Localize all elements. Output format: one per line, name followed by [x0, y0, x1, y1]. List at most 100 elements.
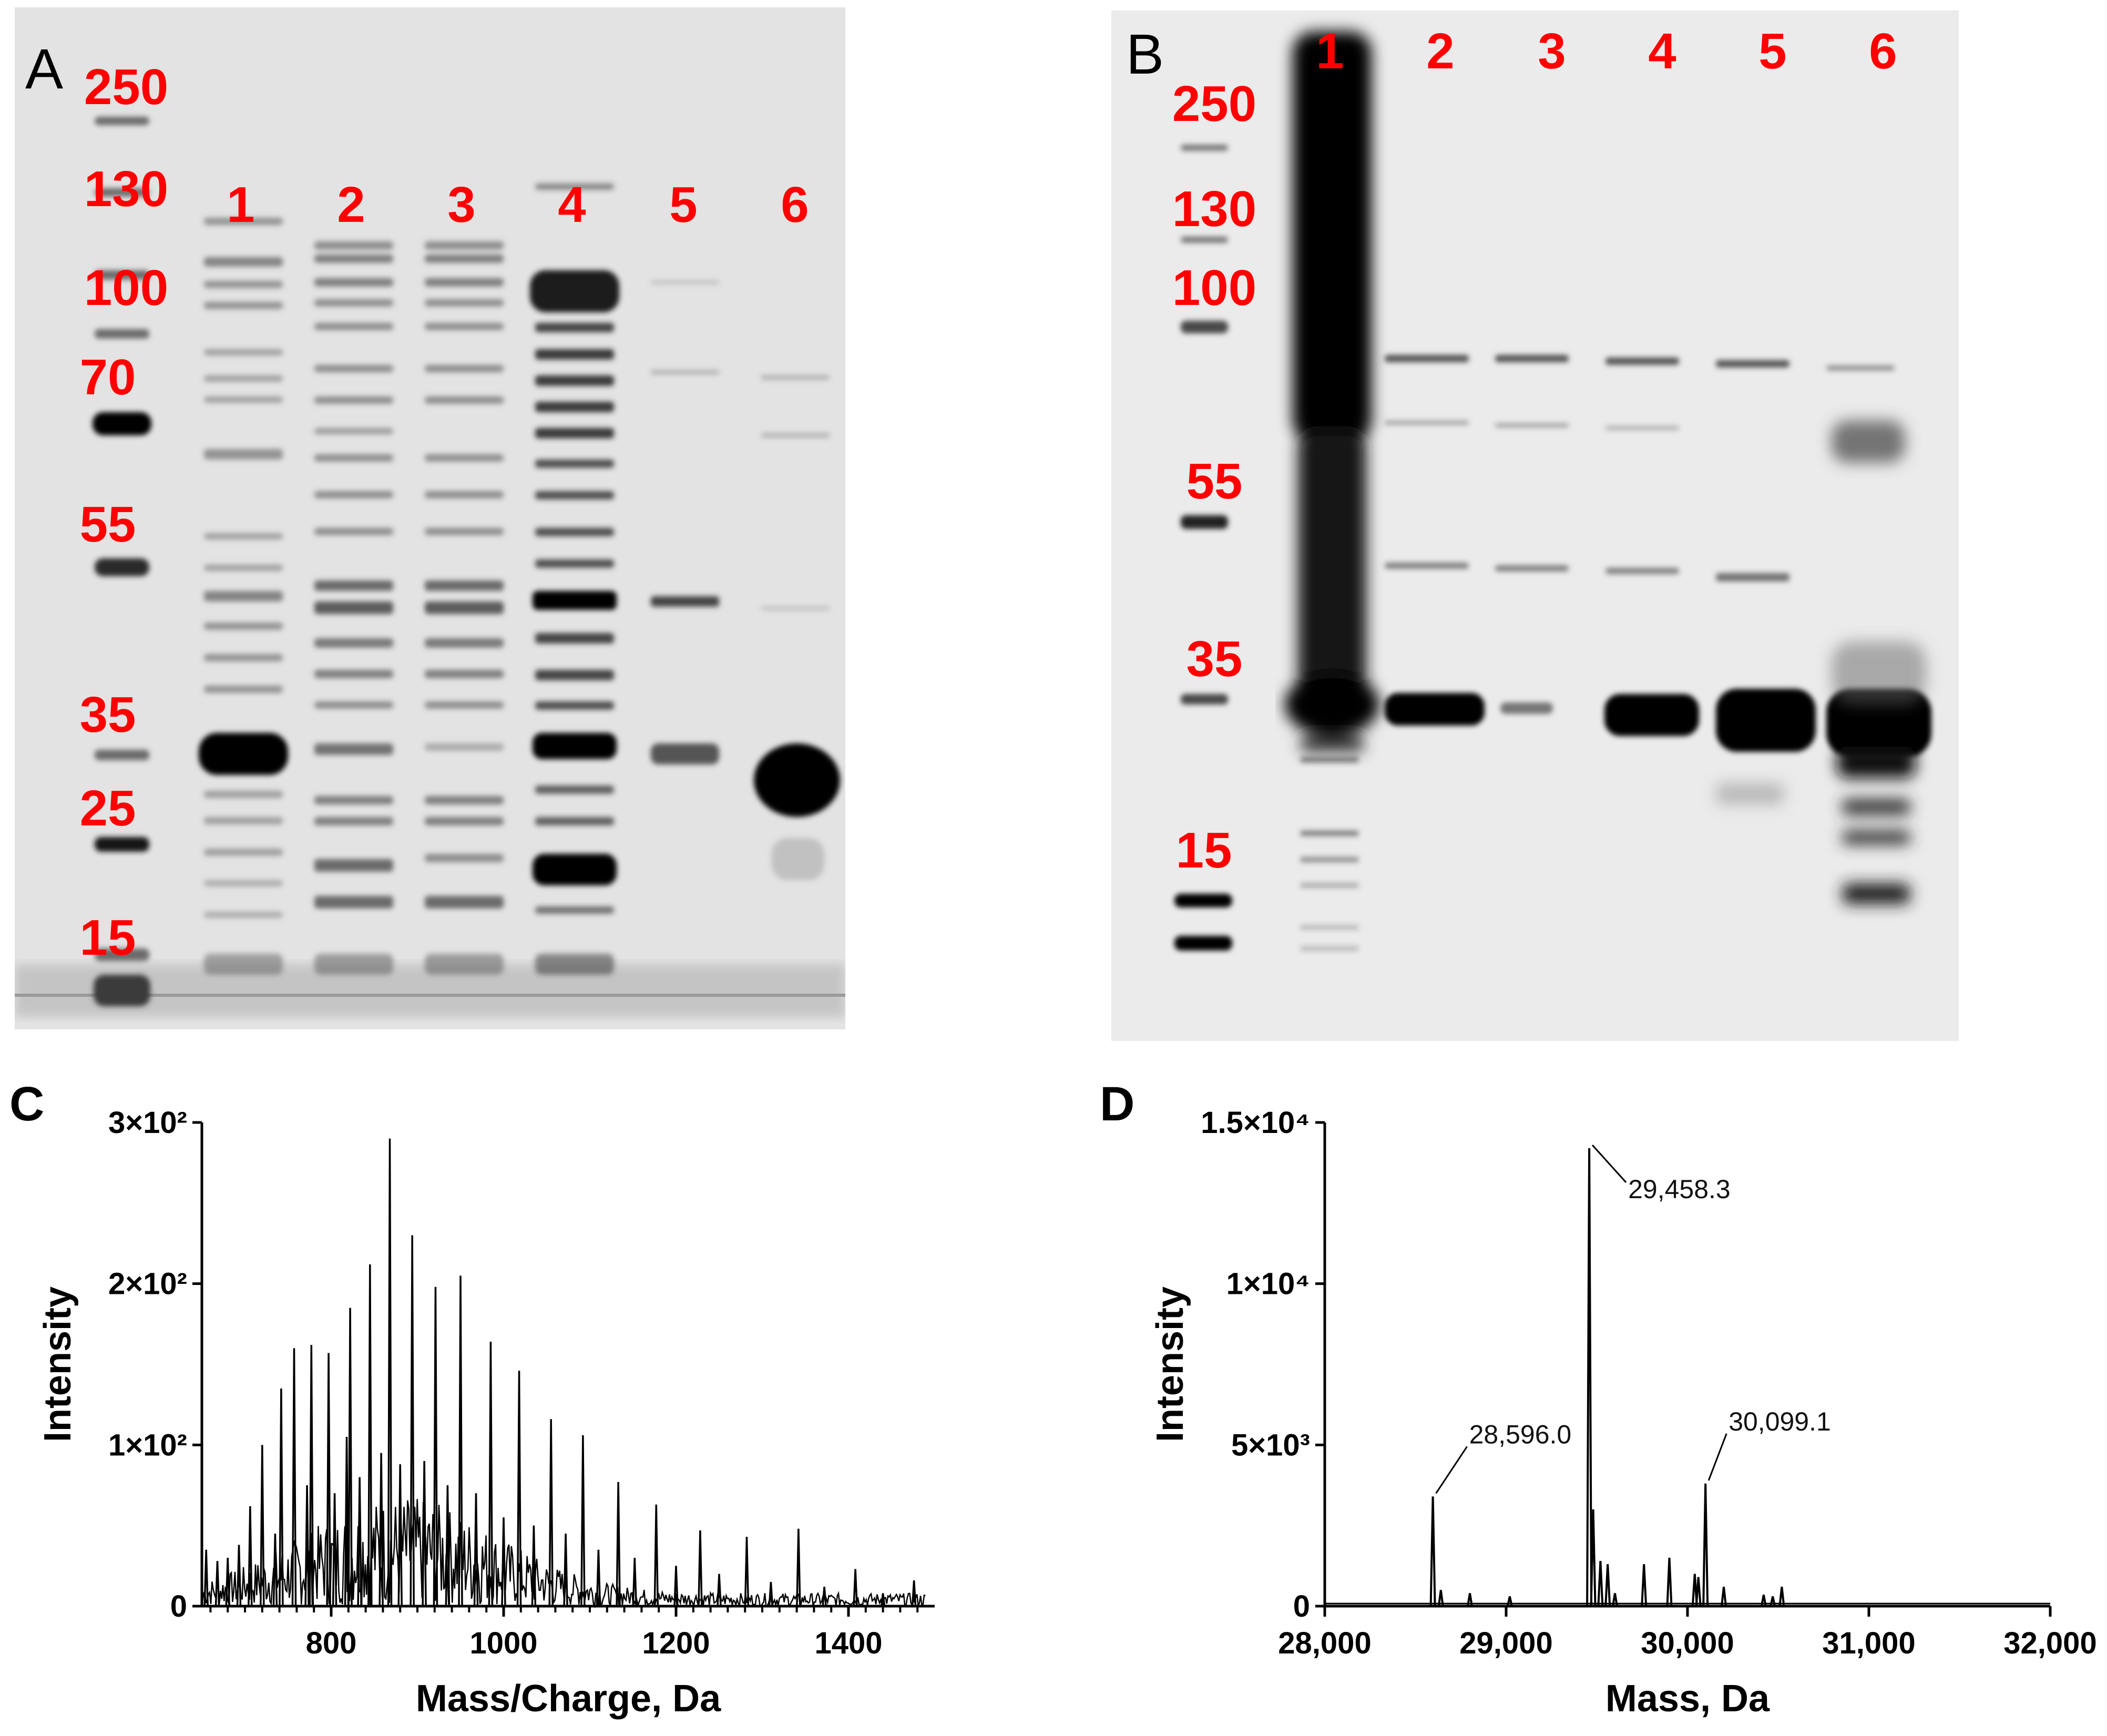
marker-b-100: 100: [1172, 260, 1257, 316]
spectrum-peak: [214, 1561, 220, 1607]
spectrum-peak: [698, 1530, 703, 1607]
x-tick-label: 800: [306, 1626, 357, 1660]
spectrum-peak: [1666, 1557, 1673, 1607]
spectrum-peak: [1641, 1564, 1648, 1607]
spectrum-peak: [1702, 1483, 1709, 1607]
spectrum-peak: [516, 1371, 522, 1607]
y-tick-label: 1.5×10⁴: [1201, 1106, 1310, 1140]
marker-a-250: 250: [84, 59, 169, 115]
spectrum-peak: [272, 1533, 278, 1607]
y-axis-label: Intensity: [1149, 1286, 1191, 1442]
spectrum-peak: [326, 1353, 331, 1607]
marker-a-25: 25: [79, 780, 136, 836]
spectrum-peak: [332, 1493, 337, 1607]
lane-a-2: 2: [337, 177, 365, 233]
spectrum-peak: [367, 1264, 373, 1607]
spectrum-peak: [1437, 1590, 1444, 1607]
chart-c-svg: 0 1×10² 2×10² 3×10² 800 1000 1200 1400 Mass/Char…: [37, 1106, 935, 1720]
spectrum-peak: [531, 1525, 537, 1607]
spectrum-peak: [768, 1581, 774, 1607]
peak-label: 28,596.0: [1469, 1420, 1572, 1449]
spectrum-peak: [203, 1549, 209, 1607]
spectrum-peak: [822, 1587, 827, 1607]
peak-leader-line: [1591, 1145, 1627, 1183]
y-tick-label: 5×10³: [1231, 1428, 1310, 1462]
spectrum-peak: [422, 1461, 427, 1607]
y-tick-label: 0: [170, 1589, 187, 1623]
spectrum-peak: [880, 1593, 886, 1607]
x-tick-label: 32,000: [2003, 1626, 2096, 1660]
x-axis-label: Mass, Da: [1605, 1678, 1770, 1720]
spectrum-peak: [279, 1388, 284, 1607]
spectrum-peak: [248, 1506, 253, 1607]
spectrum-peak: [1506, 1596, 1513, 1607]
spectrum-peak: [1612, 1593, 1618, 1607]
spectrum-peak: [596, 1549, 601, 1607]
panel-label-b: B: [1126, 22, 1164, 86]
spectrum-peak: [488, 1342, 494, 1607]
x-tick-label: 1000: [469, 1626, 537, 1660]
spectrum-peak: [291, 1348, 297, 1607]
spectrum-peak: [236, 1545, 242, 1607]
marker-a-35: 35: [79, 687, 136, 743]
chart-d-svg: 0 5×10³ 1×10⁴ 1.5×10⁴ 28,000 29,000 30,000 31,0…: [1149, 1106, 2097, 1720]
spectrum-peak: [1429, 1496, 1436, 1607]
spectrum-peak: [853, 1569, 858, 1607]
peak-label: 30,099.1: [1728, 1407, 1831, 1436]
spectrum-peak: [225, 1557, 230, 1607]
x-axis-label: Mass/Charge, Da: [416, 1678, 721, 1720]
marker-b-15: 15: [1175, 822, 1232, 879]
spectrum-peak: [1604, 1564, 1611, 1607]
panel-label-c: C: [9, 1077, 45, 1131]
mass-spectrum-c: 0 1×10² 2×10² 3×10² 800 1000 1200 1400 Mass/Char…: [0, 1094, 999, 1724]
y-tick-label: 0: [1293, 1589, 1310, 1623]
x-tick-label: 28,000: [1278, 1626, 1371, 1660]
x-tick-label: 1200: [642, 1626, 710, 1660]
spectrum-peak: [1778, 1586, 1785, 1607]
spectrum-peak: [357, 1477, 362, 1607]
spectrum-peak: [1590, 1509, 1597, 1607]
x-tick-label: 29,000: [1459, 1626, 1552, 1660]
gel-image-a: [15, 7, 845, 1029]
spectrum-peak: [433, 1286, 438, 1607]
lane-a-4: 4: [558, 177, 586, 233]
spectrum-peak: [616, 1482, 621, 1607]
y-tick-label: 1×10²: [108, 1428, 187, 1462]
spectrum-peak: [344, 1436, 350, 1607]
gel-b-bands: [1174, 32, 1931, 951]
spectrum-peak: [796, 1528, 801, 1607]
spectrum-peak: [304, 1485, 310, 1607]
spectrum-peak: [548, 1419, 554, 1607]
spectrum-peak: [1721, 1586, 1727, 1607]
lane-a-5: 5: [669, 177, 698, 233]
spectrum-peak: [1597, 1561, 1604, 1607]
lane-b-3: 3: [1538, 23, 1566, 79]
lane-b-2: 2: [1426, 23, 1455, 79]
spectrum-peak: [653, 1504, 659, 1607]
spectrum-peak: [501, 1517, 506, 1607]
spectrum-peak: [473, 1493, 479, 1607]
peak-leader-line: [1707, 1433, 1727, 1481]
peak-label: 29,458.3: [1628, 1175, 1731, 1204]
lane-b-6: 6: [1869, 23, 1897, 79]
spectrum-peak: [673, 1566, 679, 1607]
lane-a-1: 1: [227, 177, 255, 233]
spectrum-peak: [1695, 1577, 1702, 1607]
gel-image-b: [1111, 11, 1959, 1041]
spectrum-peak: [632, 1557, 638, 1607]
spectrum-peak: [379, 1453, 384, 1607]
lane-b-1: 1: [1316, 23, 1344, 79]
spectrum-peak: [563, 1533, 568, 1607]
lane-b-4: 4: [1648, 23, 1676, 79]
marker-b-130: 130: [1172, 181, 1257, 237]
spectrum-peak: [1586, 1148, 1593, 1607]
lane-b-5: 5: [1758, 23, 1787, 79]
deconvoluted-spectrum-d: 0 5×10³ 1×10⁴ 1.5×10⁴ 28,000 29,000 30,000 31,0…: [1083, 1094, 2107, 1724]
y-tick-label: 2×10²: [108, 1267, 187, 1301]
spectrum-peak: [1770, 1596, 1776, 1607]
spectrum-peak: [1467, 1593, 1473, 1607]
spectrum-peak: [717, 1574, 722, 1607]
spectrum-peak: [458, 1275, 463, 1607]
y-tick-label: 1×10⁴: [1226, 1267, 1310, 1301]
panel-label-d: D: [1100, 1077, 1135, 1131]
